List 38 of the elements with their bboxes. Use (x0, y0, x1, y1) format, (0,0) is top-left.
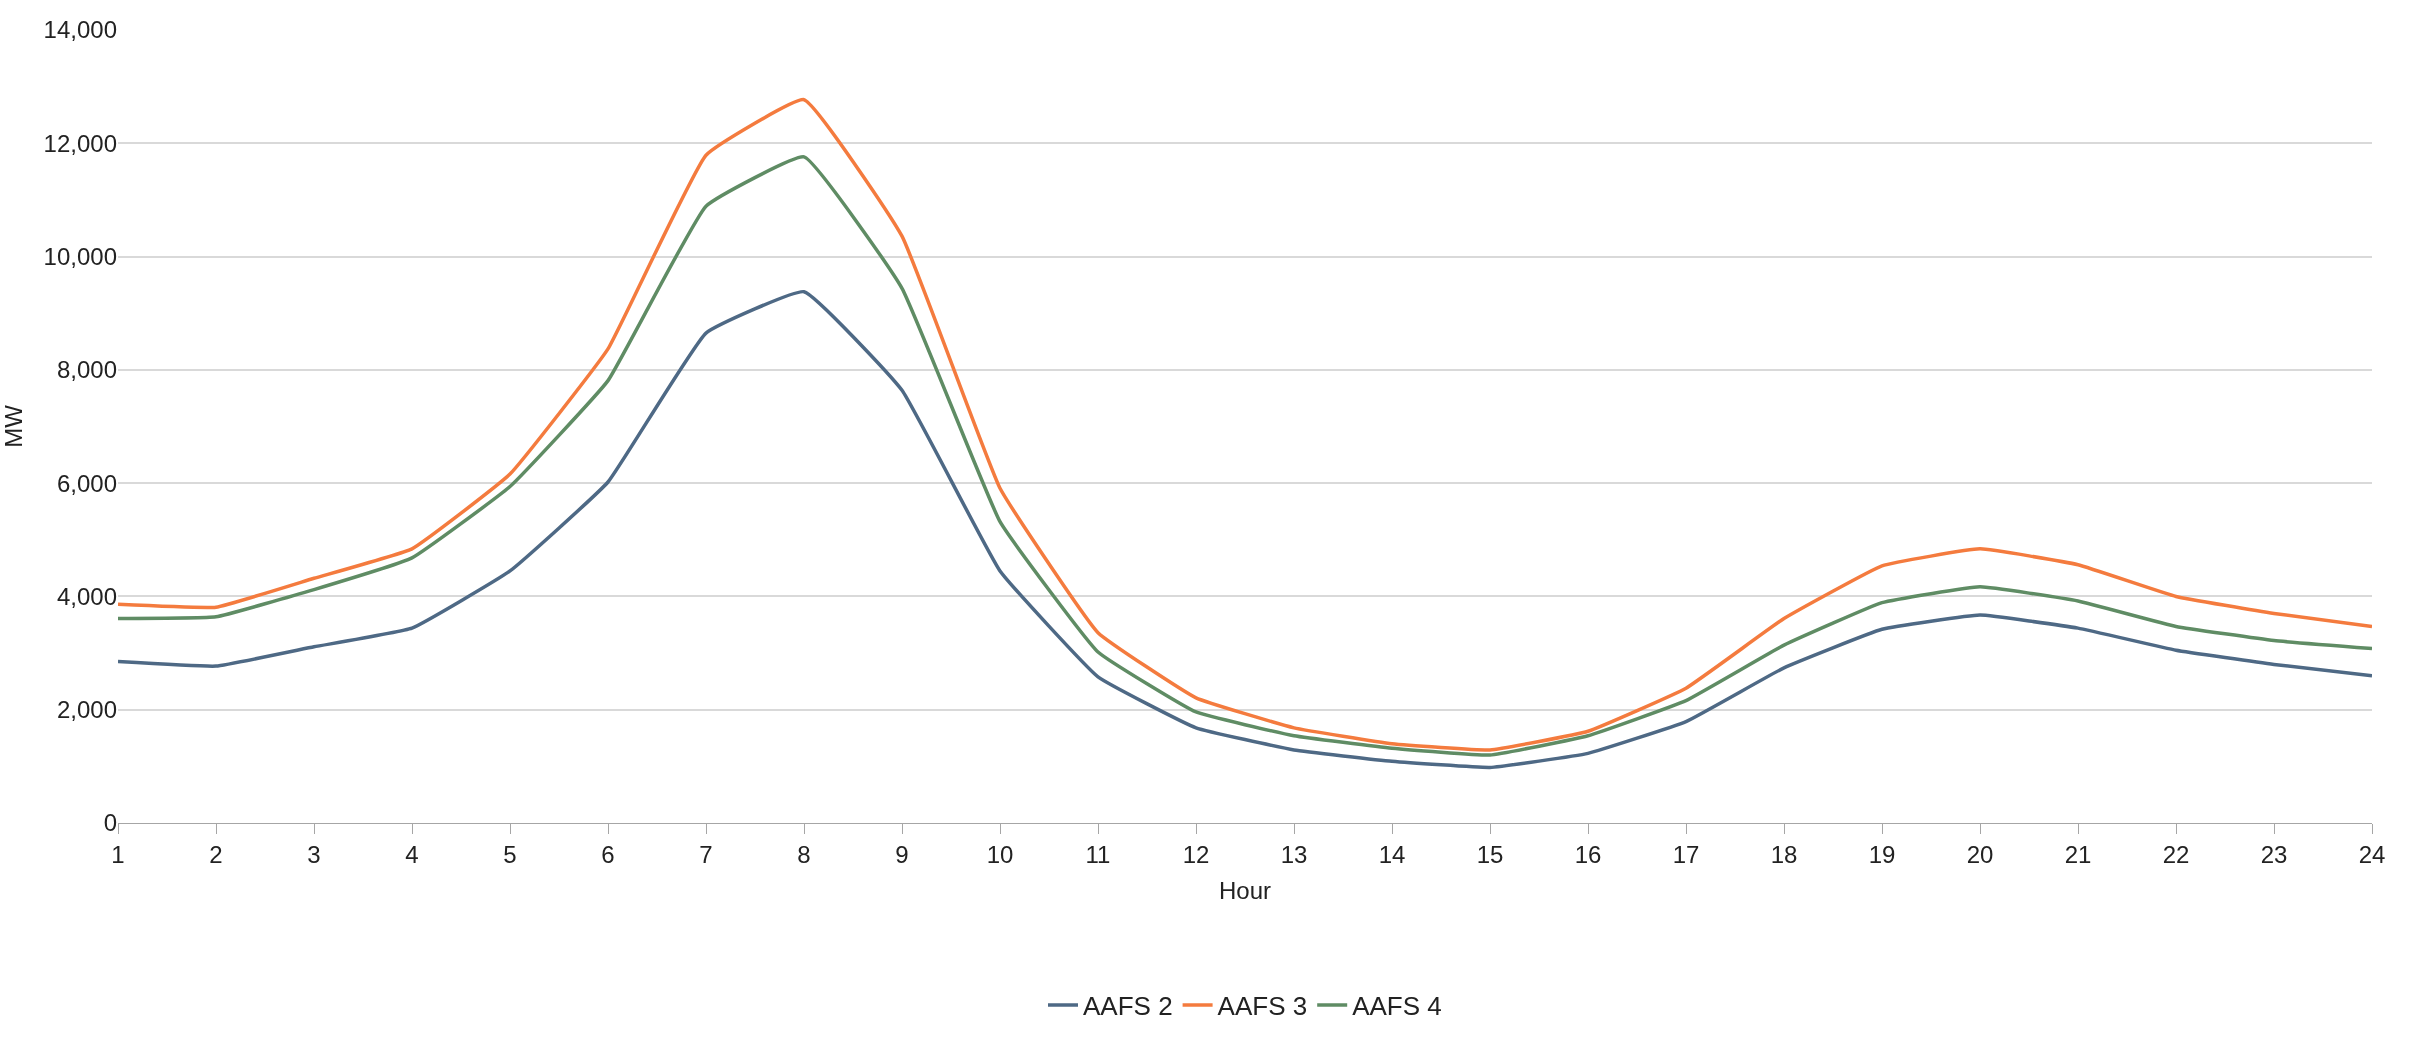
x-tick-label: 9 (895, 840, 909, 868)
x-tick-label: 1 (111, 840, 125, 868)
y-axis-title: MW (0, 404, 27, 448)
x-tick-label: 18 (1770, 840, 1798, 868)
y-tick-label: 6,000 (56, 469, 117, 497)
x-tick-label: 11 (1085, 840, 1111, 868)
x-tick-label: 13 (1280, 840, 1308, 868)
x-tick-label: 7 (699, 840, 713, 868)
x-tick-label: 10 (986, 840, 1014, 868)
x-tick-label: 6 (601, 840, 615, 868)
y-tick-label: 0 (103, 809, 117, 837)
y-tick-label: 12,000 (43, 129, 117, 157)
x-tick-label: 8 (797, 840, 811, 868)
legend-label: AAFS 4 (1352, 991, 1442, 1022)
x-tick-label: 20 (1966, 840, 1994, 868)
x-tick-label: 21 (2064, 840, 2092, 868)
x-tick-label: 4 (405, 840, 419, 868)
x-tick-label: 23 (2260, 840, 2288, 868)
y-tick-label: 14,000 (43, 16, 117, 44)
x-tick-label: 16 (1574, 840, 1602, 868)
legend-label: AAFS 2 (1083, 991, 1173, 1022)
x-tick-label: 22 (2162, 840, 2190, 868)
y-tick-label: 10,000 (43, 242, 117, 270)
y-tick-label: 4,000 (56, 582, 117, 610)
x-tick-label: 5 (503, 840, 517, 868)
x-tick-label: 24 (2358, 840, 2386, 868)
x-tick-label: 17 (1672, 840, 1700, 868)
x-tick-label: 19 (1868, 840, 1896, 868)
x-tick-label: 14 (1378, 840, 1406, 868)
x-tick-label: 2 (209, 840, 223, 868)
x-axis-title: Hour (1218, 877, 1272, 905)
x-tick-label: 12 (1182, 840, 1210, 868)
legend-label: AAFS 3 (1217, 991, 1308, 1022)
x-tick-label: 3 (307, 840, 321, 868)
line-series (118, 289, 2372, 770)
x-tick-label: 15 (1476, 840, 1504, 868)
y-tick-label: 8,000 (56, 356, 117, 384)
y-tick-label: 2,000 (56, 696, 117, 724)
